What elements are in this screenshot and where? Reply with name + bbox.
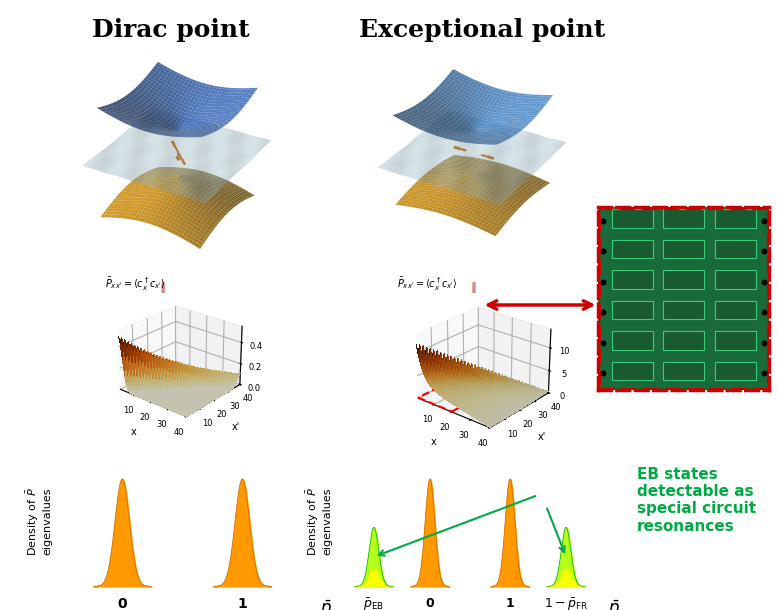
X-axis label: x: x [431,437,437,447]
Y-axis label: x': x' [232,422,240,432]
Y-axis label: x': x' [538,432,546,442]
Bar [664,240,704,258]
Bar [664,362,704,380]
X-axis label: $\bar{p}$: $\bar{p}$ [608,598,620,610]
Bar [664,301,704,319]
Bar [715,240,755,258]
Text: $\bar{P}_{xx^\prime} = \langle c^\dagger_x c_{x^\prime} \rangle$: $\bar{P}_{xx^\prime} = \langle c^\dagger… [397,276,458,293]
Bar [664,209,704,228]
Bar [715,301,755,319]
Text: $\bar{P}_{xx^\prime} = \langle c^\dagger_x c_{x^\prime} \rangle$: $\bar{P}_{xx^\prime} = \langle c^\dagger… [105,276,166,293]
Bar [612,301,653,319]
Bar [715,270,755,289]
Text: Density of $\bar{P}$
eigenvalues: Density of $\bar{P}$ eigenvalues [25,487,53,556]
Bar [612,270,653,289]
Bar [715,331,755,350]
Bar [612,209,653,228]
Text: Exceptional point: Exceptional point [359,18,605,42]
Text: EB states
detectable as
special circuit
resonances: EB states detectable as special circuit … [637,467,756,534]
Text: Density of $\bar{P}$
eigenvalues: Density of $\bar{P}$ eigenvalues [305,487,333,556]
X-axis label: x: x [131,426,136,437]
Bar [664,331,704,350]
Bar [612,331,653,350]
Text: Dirac point: Dirac point [92,18,249,42]
Bar [612,240,653,258]
X-axis label: $\bar{p}$: $\bar{p}$ [320,598,333,610]
Bar [715,362,755,380]
Bar [664,270,704,289]
Bar [612,362,653,380]
Bar [715,209,755,228]
